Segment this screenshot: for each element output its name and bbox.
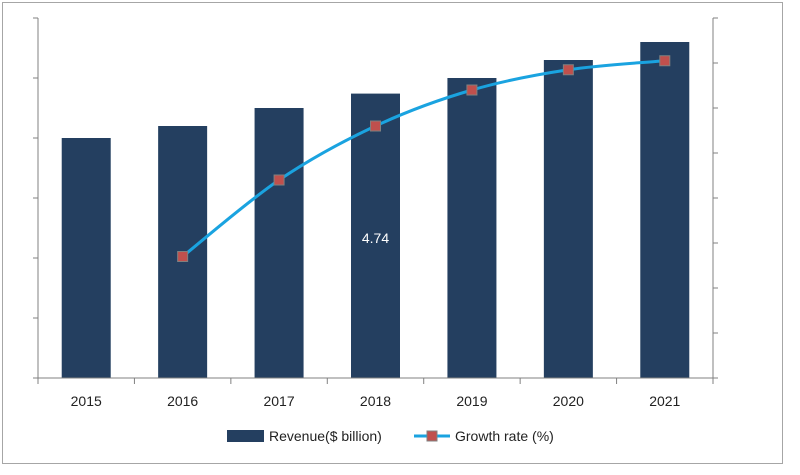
x-tick-label: 2017 bbox=[263, 393, 294, 409]
bar-2021 bbox=[640, 42, 690, 378]
combo-chart: 2015 2016 2017 2018 2019 2020 2021 4.74 Revenu… bbox=[33, 17, 718, 444]
bar-2020 bbox=[543, 60, 593, 378]
left-axis bbox=[33, 17, 39, 379]
x-tick-label: 2019 bbox=[456, 393, 487, 409]
right-axis bbox=[712, 17, 718, 379]
legend-swatch-growth-marker bbox=[426, 430, 438, 442]
x-tick-label: 2016 bbox=[167, 393, 198, 409]
bar-2017 bbox=[254, 108, 304, 378]
legend-label-revenue: Revenue($ billion) bbox=[269, 428, 382, 444]
growth-rate-line bbox=[177, 55, 671, 262]
chart-frame: 2015 2016 2017 2018 2019 2020 2021 4.74 Revenu… bbox=[2, 2, 783, 464]
x-tick-label: 2015 bbox=[71, 393, 102, 409]
growth-marker-2021 bbox=[659, 55, 671, 67]
legend-swatch-revenue bbox=[227, 430, 264, 442]
x-axis: 2015 2016 2017 2018 2019 2020 2021 bbox=[37, 377, 714, 409]
legend: Revenue($ billion) Growth rate (%) bbox=[227, 428, 554, 444]
x-tick-label: 2020 bbox=[553, 393, 584, 409]
data-label-2018: 4.74 bbox=[362, 230, 389, 246]
growth-marker-2017 bbox=[273, 174, 285, 186]
growth-marker-2016 bbox=[177, 251, 189, 262]
bar-2015 bbox=[61, 138, 111, 378]
x-tick-label: 2018 bbox=[360, 393, 391, 409]
bar-2018 bbox=[351, 93, 400, 378]
data-labels: 4.74 bbox=[362, 230, 389, 246]
growth-marker-2018 bbox=[370, 120, 381, 132]
growth-marker-2019 bbox=[466, 84, 478, 96]
legend-label-growth: Growth rate (%) bbox=[455, 428, 554, 444]
growth-marker-2020 bbox=[562, 64, 574, 76]
bar-2019 bbox=[447, 78, 497, 378]
x-tick-label: 2021 bbox=[649, 393, 680, 409]
revenue-bars bbox=[61, 42, 690, 378]
